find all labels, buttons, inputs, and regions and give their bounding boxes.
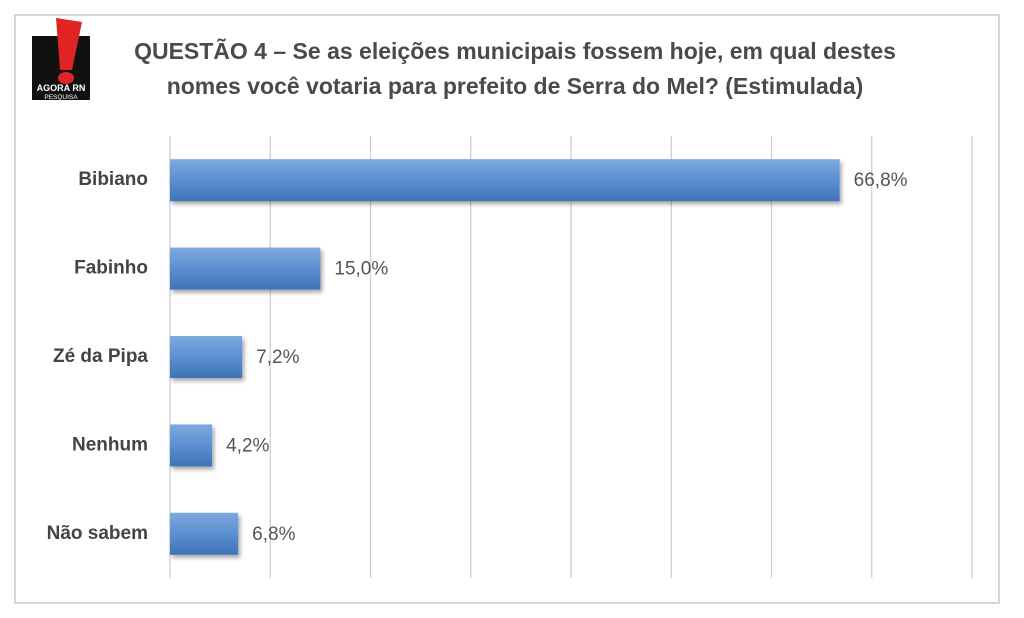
category-label-2: Zé da Pipa xyxy=(53,346,148,367)
value-label-1: 15,0% xyxy=(334,259,388,280)
value-label-0: 66,8% xyxy=(854,170,908,191)
labels: Bibiano 66,8% Fabinho 15,0% Zé da Pipa 7,2% Ne… xyxy=(47,169,908,545)
bar-2 xyxy=(170,336,243,378)
bar-4 xyxy=(170,512,239,555)
chart-title-line-1: QUESTÃO 4 – Se as eleições municipais fo… xyxy=(134,38,896,64)
logo-text-line2: PESQUISA xyxy=(44,94,78,101)
category-label-3: Nenhum xyxy=(72,434,148,455)
category-label-0: Bibiano xyxy=(78,169,148,190)
bar-3 xyxy=(170,424,213,467)
logo: AGORA RN PESQUISA xyxy=(30,18,94,102)
value-label-3: 4,2% xyxy=(226,435,269,456)
chart-frame xyxy=(14,14,1000,604)
category-label-1: Fabinho xyxy=(74,258,148,279)
bars xyxy=(170,159,840,555)
value-label-2: 7,2% xyxy=(256,347,299,368)
value-label-4: 6,8% xyxy=(252,524,295,545)
bar-0 xyxy=(170,159,840,202)
exclamation-mark-icon: AGORA RN PESQUISA xyxy=(32,18,90,101)
logo-text-line1: AGORA RN xyxy=(37,83,86,93)
bar-1 xyxy=(170,247,321,290)
chart-title: QUESTÃO 4 – Se as eleições municipais fo… xyxy=(110,34,920,104)
chart-title-line-2: nomes você votaria para prefeito de Serr… xyxy=(166,73,864,99)
category-label-4: Não sabem xyxy=(47,523,148,544)
